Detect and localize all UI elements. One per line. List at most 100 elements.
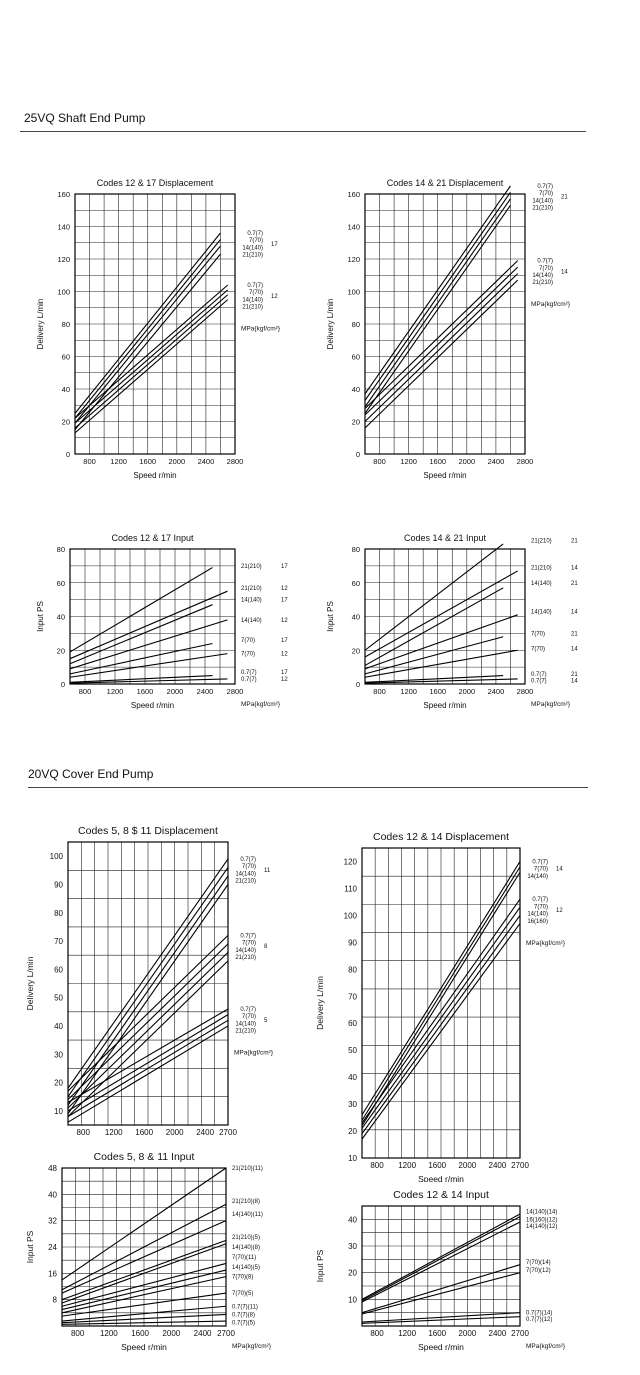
y-tick-label: 20 — [352, 418, 360, 427]
pressure-label: 0.7(7) — [537, 184, 553, 190]
x-tick-label: 1600 — [135, 1128, 153, 1137]
y-axis-label: Input PS — [25, 1230, 35, 1263]
pressure-label: 14(140) — [532, 273, 553, 279]
x-tick-label: 2700 — [511, 1161, 529, 1170]
chart-title: Codes 14 & 21 Input — [404, 533, 487, 543]
y-axis-label: Delivery L/min — [25, 956, 35, 1010]
x-tick-label: 2400 — [198, 457, 215, 466]
x-tick-label: 1200 — [110, 457, 127, 466]
series-line — [361, 1216, 521, 1302]
pressure-label: 21(210) — [235, 1029, 256, 1035]
x-tick-label: 2700 — [219, 1128, 237, 1137]
pressure-label: 21(210) — [242, 253, 263, 259]
series-line — [69, 642, 213, 675]
x-tick-label: 2400 — [488, 457, 505, 466]
series-line — [69, 675, 213, 683]
series-line — [67, 884, 229, 1114]
x-tick-label: 2000 — [458, 1161, 476, 1170]
pressure-label: 7(70) — [534, 867, 548, 873]
plot-frame — [361, 1205, 521, 1327]
x-tick-label: 1600 — [131, 1329, 149, 1338]
series-line — [61, 1262, 227, 1307]
pressure-label: 21(210) — [235, 879, 256, 885]
x-tick-label: 2700 — [217, 1329, 235, 1338]
pressure-label: 0.7(7) — [531, 672, 547, 678]
x-tick-label: 2400 — [489, 1329, 507, 1338]
x-tick-label: 1200 — [398, 1161, 416, 1170]
pressure-label: 7(70) — [539, 191, 553, 197]
series-line — [364, 636, 504, 675]
y-tick-label: 10 — [348, 1295, 357, 1304]
series-line — [74, 294, 229, 429]
pressure-label: 0.7(7)(8) — [232, 1312, 255, 1318]
x-tick-label: 1600 — [429, 457, 446, 466]
y-tick-label: 20 — [352, 646, 360, 655]
x-tick-label: 1200 — [400, 687, 417, 696]
x-tick-label: 2400 — [488, 687, 505, 696]
series-line — [69, 653, 228, 678]
pressure-label: 14(140) — [531, 581, 552, 587]
chart-20vq-5-8-11-displacement: Codes 5, 8 $ 11 Displacement 800 1200 1600 2… — [25, 825, 274, 1142]
series-line — [74, 253, 221, 430]
series-line — [364, 570, 518, 658]
code-label: 17 — [281, 598, 288, 604]
code-label: 12 — [281, 586, 288, 592]
x-tick-label: 800 — [83, 457, 96, 466]
series-line — [61, 1292, 227, 1317]
y-tick-label: 40 — [352, 613, 360, 622]
series-line — [361, 1316, 521, 1324]
pressure-label: 7(70)(5) — [232, 1291, 253, 1297]
pressure-label: 14(140)(12) — [526, 1224, 557, 1230]
pressure-label: 0.7(7) — [240, 1007, 256, 1013]
series-line — [69, 567, 213, 653]
pressure-label: 21(210) — [531, 539, 552, 545]
y-tick-label: 0 — [356, 450, 360, 459]
y-tick-label: 20 — [54, 1079, 63, 1088]
series-line — [364, 185, 511, 395]
y-tick-label: 20 — [57, 646, 65, 655]
y-tick-label: 24 — [48, 1243, 57, 1252]
y-tick-label: 60 — [352, 353, 360, 362]
y-tick-label: 0 — [66, 450, 70, 459]
pressure-label: 7(70) — [242, 1014, 256, 1020]
x-tick-label: 800 — [373, 687, 386, 696]
series-line — [67, 1019, 229, 1117]
x-tick-label: 2800 — [227, 687, 244, 696]
y-tick-label: 70 — [348, 992, 357, 1001]
series-line — [364, 675, 504, 683]
series-line — [67, 943, 229, 1100]
series-line — [67, 867, 229, 1098]
pressure-label: 21(210) — [242, 305, 263, 311]
x-axis-label: Speed r/min — [418, 1174, 464, 1182]
series-line — [361, 866, 521, 1121]
code-label: 21 — [571, 581, 578, 587]
series-line — [361, 923, 521, 1140]
series-line — [361, 1213, 521, 1300]
series-line — [361, 898, 521, 1124]
y-tick-label: 48 — [48, 1164, 57, 1173]
y-axis-label: Input PS — [36, 601, 45, 632]
y-tick-label: 40 — [348, 1073, 357, 1082]
code-label: 12 — [271, 294, 278, 300]
code-label: 17 — [281, 638, 288, 644]
y-tick-label: 40 — [352, 385, 360, 394]
series-line — [74, 299, 229, 434]
y-tick-label: 80 — [62, 320, 70, 329]
x-axis-label: Speed r/min — [423, 471, 466, 480]
pressure-label: 0.7(7)(12) — [526, 1317, 552, 1323]
x-tick-label: 800 — [79, 687, 92, 696]
series-line — [74, 239, 221, 419]
pressure-label: 21(210)(11) — [232, 1166, 263, 1172]
series-line — [69, 604, 213, 665]
x-tick-label: 1600 — [139, 457, 156, 466]
pressure-label: 21(210) — [532, 280, 553, 286]
pressure-label: 14(140) — [527, 912, 548, 918]
code-label: 17 — [281, 564, 288, 570]
plot-frame — [364, 548, 526, 685]
series-line — [61, 1276, 227, 1314]
series-line — [361, 861, 521, 1116]
x-tick-label: 2400 — [489, 1161, 507, 1170]
code-label: 12 — [281, 652, 288, 658]
